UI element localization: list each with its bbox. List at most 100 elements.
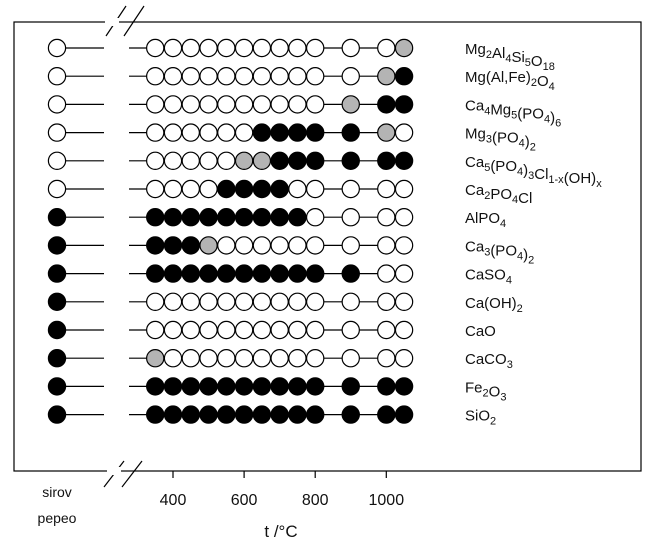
data-point — [199, 349, 218, 368]
data-point — [199, 320, 218, 340]
data-point — [163, 405, 183, 424]
axis-break-gap — [105, 18, 119, 26]
axis-break-gap — [107, 467, 121, 475]
data-point — [234, 151, 254, 170]
data-point — [181, 405, 200, 424]
data-point — [394, 405, 414, 424]
data-point — [217, 264, 236, 283]
data-point — [270, 264, 289, 283]
data-point — [394, 236, 414, 255]
raw-ash-point — [47, 264, 67, 283]
compound-label: Ca4Mg5(PO4)6 — [465, 97, 561, 129]
data-point — [217, 292, 236, 311]
data-point — [377, 38, 396, 58]
data-point — [306, 405, 325, 424]
x-tick-label: 600 — [231, 492, 258, 509]
data-point — [270, 66, 289, 86]
data-point — [306, 151, 325, 170]
data-point — [394, 377, 414, 396]
raw-ash-point — [47, 151, 67, 170]
data-point — [394, 264, 414, 283]
compound-label: Ca3(PO4)2 — [465, 238, 534, 266]
data-point — [270, 179, 289, 199]
data-point — [288, 264, 307, 283]
data-point — [199, 264, 218, 283]
compound-label: AlPO4 — [465, 210, 506, 230]
data-point — [217, 349, 236, 368]
raw-ash-point — [47, 349, 67, 368]
data-point — [181, 123, 200, 142]
compound-label: Mg(Al,Fe)2O4 — [465, 69, 555, 93]
data-point — [199, 179, 218, 199]
data-point — [146, 38, 165, 58]
x-tick-label: 400 — [160, 492, 187, 509]
compound-label: CaCO3 — [465, 351, 513, 371]
data-point — [163, 207, 183, 227]
raw-ash-point — [47, 123, 67, 142]
data-point — [270, 320, 289, 340]
data-point — [288, 207, 307, 227]
x-axis-title: t /°C — [264, 522, 297, 541]
data-point — [288, 405, 307, 424]
data-point — [288, 179, 307, 199]
data-point — [288, 38, 307, 58]
data-point — [217, 236, 236, 255]
data-point — [377, 377, 396, 396]
data-point — [306, 207, 325, 227]
raw-ash-point — [47, 95, 67, 114]
data-point — [146, 405, 165, 424]
data-point — [394, 292, 414, 311]
data-point — [163, 66, 183, 86]
data-point — [394, 95, 414, 114]
data-point — [394, 349, 414, 368]
data-point — [270, 349, 289, 368]
plot-frame — [13, 21, 642, 472]
raw-label-line1: sirov — [42, 484, 72, 500]
data-point — [341, 236, 360, 255]
data-point — [377, 123, 396, 142]
data-point — [146, 66, 165, 86]
data-point — [217, 123, 236, 142]
data-point — [199, 38, 218, 58]
data-point — [394, 151, 414, 170]
data-point — [234, 179, 254, 199]
data-point — [341, 66, 360, 86]
data-point — [252, 151, 272, 170]
data-point — [181, 236, 200, 255]
data-point — [146, 292, 165, 311]
data-point — [288, 292, 307, 311]
data-point — [288, 95, 307, 114]
compound-label: Ca2PO4Cl — [465, 182, 532, 207]
data-point — [306, 236, 325, 255]
data-point — [234, 405, 254, 424]
data-point — [288, 151, 307, 170]
data-point — [252, 95, 272, 114]
data-point — [181, 377, 200, 396]
data-point — [146, 123, 165, 142]
data-point — [181, 264, 200, 283]
data-point — [306, 377, 325, 396]
compound-label: Ca(OH)2 — [465, 295, 523, 315]
data-point — [234, 236, 254, 255]
raw-ash-point — [47, 236, 67, 255]
raw-ash-point — [47, 320, 67, 340]
data-point — [377, 349, 396, 368]
data-point — [181, 292, 200, 311]
data-point — [217, 405, 236, 424]
data-point — [163, 236, 183, 255]
data-point — [146, 151, 165, 170]
data-point — [163, 38, 183, 58]
data-point — [199, 377, 218, 396]
data-point — [377, 151, 396, 170]
data-point — [306, 292, 325, 311]
data-point — [146, 179, 165, 199]
data-point — [163, 179, 183, 199]
data-point — [252, 377, 272, 396]
data-point — [341, 292, 360, 311]
data-point — [306, 123, 325, 142]
data-point — [181, 151, 200, 170]
data-point — [217, 95, 236, 114]
data-point — [234, 320, 254, 340]
data-point — [252, 123, 272, 142]
data-point — [217, 377, 236, 396]
